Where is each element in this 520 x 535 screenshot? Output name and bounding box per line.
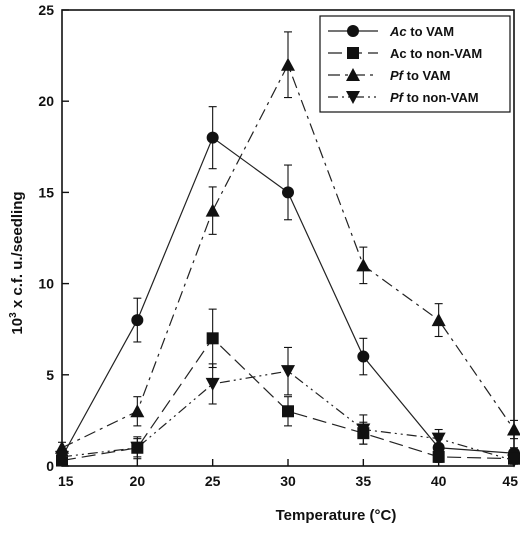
marker-triangle-down [356, 423, 371, 437]
marker-triangle-up [346, 68, 360, 81]
x-tick-label: 25 [205, 473, 221, 489]
legend-label-italic: Pf [390, 90, 405, 105]
marker-circle [282, 186, 294, 199]
marker-triangle-up [431, 313, 446, 327]
marker-square [432, 450, 445, 463]
y-tick-label: 5 [46, 367, 54, 383]
marker-triangle-down [281, 365, 295, 379]
marker-circle [206, 131, 219, 144]
series-4 [55, 346, 520, 468]
x-tick-label: 20 [130, 473, 146, 489]
axes: 15 20 25 30 35 40 45 0 5 10 15 20 25 [38, 2, 518, 489]
marker-square [206, 332, 219, 345]
legend-label: Pf to VAM [390, 68, 450, 83]
legend-label: Ac to VAM [389, 24, 454, 39]
marker-circle [347, 25, 359, 37]
legend-label-italic: Ac [389, 24, 407, 39]
legend-label-text: to non-VAM [403, 90, 479, 105]
legend-label: Pf to non-VAM [390, 90, 479, 105]
marker-triangle-down [507, 454, 520, 468]
y-tick-label: 25 [38, 2, 54, 18]
x-tick-label: 30 [280, 473, 296, 489]
x-tick-label: 40 [431, 473, 447, 489]
x-axis-label: Temperature (°C) [276, 507, 397, 524]
legend-label-italic: Pf [390, 68, 405, 83]
marker-triangle-down [130, 441, 145, 455]
marker-circle [131, 314, 144, 327]
legend-label-text: to VAM [403, 68, 450, 83]
y-tick-label: 20 [38, 93, 54, 109]
marker-triangle-up [356, 258, 371, 272]
x-tick-label: 15 [58, 473, 74, 489]
marker-triangle-up [281, 57, 295, 71]
x-tick-label: 35 [356, 473, 372, 489]
legend-label-text: Ac to non-VAM [390, 46, 482, 61]
y-axis-label-base: 10 [9, 318, 26, 335]
y-tick-label: 0 [46, 458, 54, 474]
y-tick-label: 15 [38, 184, 54, 200]
series-layer [55, 31, 520, 468]
x-tick-label: 45 [502, 473, 518, 489]
marker-circle [357, 350, 370, 363]
y-axis-label-exponent: 3 [8, 312, 19, 318]
marker-triangle-up [205, 203, 220, 217]
marker-square [282, 405, 294, 418]
marker-square [347, 47, 359, 59]
marker-triangle-up [55, 440, 69, 454]
y-axis-label: 103 x c.f. u./seedling [8, 191, 26, 334]
marker-triangle-down [55, 450, 69, 464]
y-tick-label: 10 [38, 276, 54, 292]
legend-label-text: to VAM [407, 24, 454, 39]
marker-triangle-up [507, 422, 520, 436]
y-axis-label-rest: x c.f. u./seedling [9, 191, 26, 312]
marker-triangle-down [431, 432, 446, 446]
marker-triangle-up [130, 404, 145, 418]
marker-triangle-down [346, 91, 360, 104]
legend-label: Ac to non-VAM [390, 46, 482, 61]
marker-triangle-down [205, 377, 220, 391]
